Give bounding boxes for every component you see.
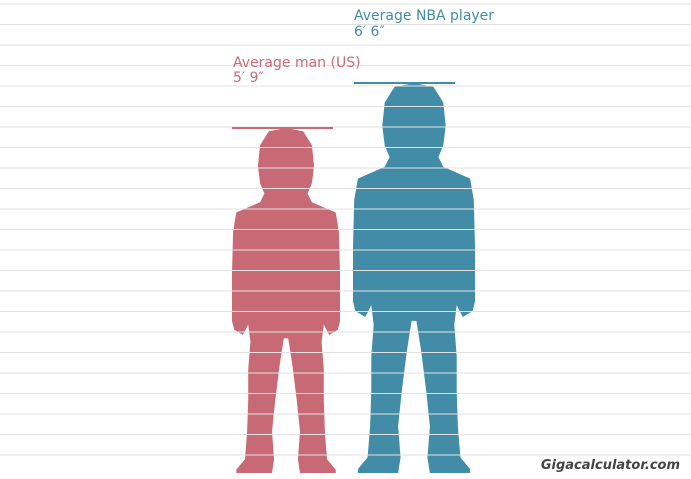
series-0-value-label: 5′ 9″ [233,70,264,86]
height-marks [232,82,455,129]
series-1-value-label: 6′ 6″ [354,24,385,40]
series-1-name-label: Average NBA player [354,8,494,24]
series-0-name-label: Average man (US) [233,55,361,71]
person-silhouette-1 [353,83,475,473]
grid-lines [0,3,691,456]
person-silhouette-0 [232,128,340,473]
figures-layer [232,83,475,473]
watermark-text: Gigacalculator.com [541,458,680,473]
